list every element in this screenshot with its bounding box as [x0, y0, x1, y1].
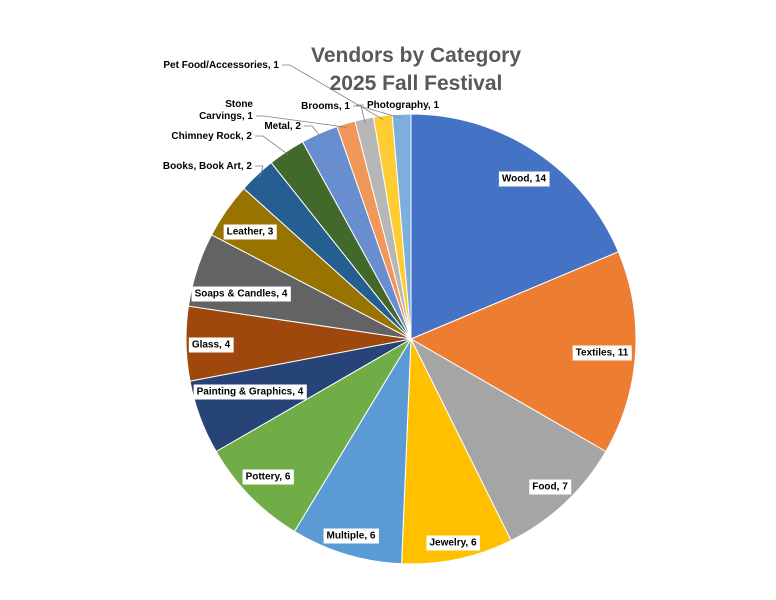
pie-slice-photography — [391, 113, 412, 340]
data-label-books-book-art: Books, Book Art, 2 — [163, 161, 253, 172]
data-label-pet-food-accessories: Pet Food/Accessories, 1 — [163, 60, 279, 71]
leader-line-books-book-art — [255, 165, 264, 179]
pie-slice-multiple — [293, 338, 412, 565]
pie-slices — [185, 113, 637, 565]
data-label-pottery: Pottery, 6 — [246, 472, 291, 483]
data-label-photography: Photography, 1 — [367, 100, 439, 111]
data-label-box-pottery — [242, 469, 294, 485]
pie-slice-textiles — [409, 251, 637, 453]
data-label-leather: Leather, 3 — [227, 227, 274, 238]
data-label-box-glass — [188, 337, 234, 353]
pie-slice-wood — [410, 113, 620, 340]
leader-line-photography — [355, 104, 402, 119]
data-label-textiles: Textiles, 11 — [576, 348, 629, 359]
data-label-box-painting-graphics — [193, 384, 307, 400]
data-label-multiple: Multiple, 6 — [327, 531, 376, 542]
data-label-metal: Metal, 2 — [264, 121, 301, 132]
data-labels: Wood, 14 Textiles, 11 Food, 7 Jewelry, 6 Mul… — [163, 60, 632, 551]
data-label-box-textiles — [572, 345, 632, 361]
pie-slice-jewelry — [401, 338, 512, 565]
data-label-food: Food, 7 — [532, 482, 568, 493]
data-label-brooms: Brooms, 1 — [301, 101, 350, 112]
data-label-painting-graphics: Painting & Graphics, 4 — [197, 387, 304, 398]
data-label-box-food — [529, 479, 572, 495]
data-label-box-multiple — [323, 528, 379, 544]
data-label-chimney-rock: Chimney Rock, 2 — [171, 131, 252, 142]
leader-line-pet-food-accessories — [282, 64, 384, 121]
leader-line-brooms — [353, 105, 366, 123]
data-label-jewelry: Jewelry, 6 — [429, 538, 477, 549]
data-label-wood: Wood, 14 — [502, 174, 547, 185]
leader-line-chimney-rock — [255, 135, 289, 156]
leader-line-metal — [304, 125, 322, 138]
data-label-box-soaps-candles — [191, 286, 291, 302]
chart-title-line-1: Vendors by Category — [311, 44, 521, 67]
data-label-box-jewelry — [426, 535, 480, 551]
data-label-box-wood — [498, 171, 550, 187]
data-label-glass: Glass, 4 — [192, 340, 231, 351]
leader-line-stone-carvings — [256, 115, 348, 128]
data-label-stone-carvings: Stone Carvings, 1 — [199, 99, 253, 122]
data-label-soaps-candles: Soaps & Candles, 4 — [195, 289, 288, 300]
data-label-box-leather — [223, 224, 277, 240]
chart-title-line-2: 2025 Fall Festival — [330, 72, 503, 95]
leader-lines — [255, 64, 402, 179]
